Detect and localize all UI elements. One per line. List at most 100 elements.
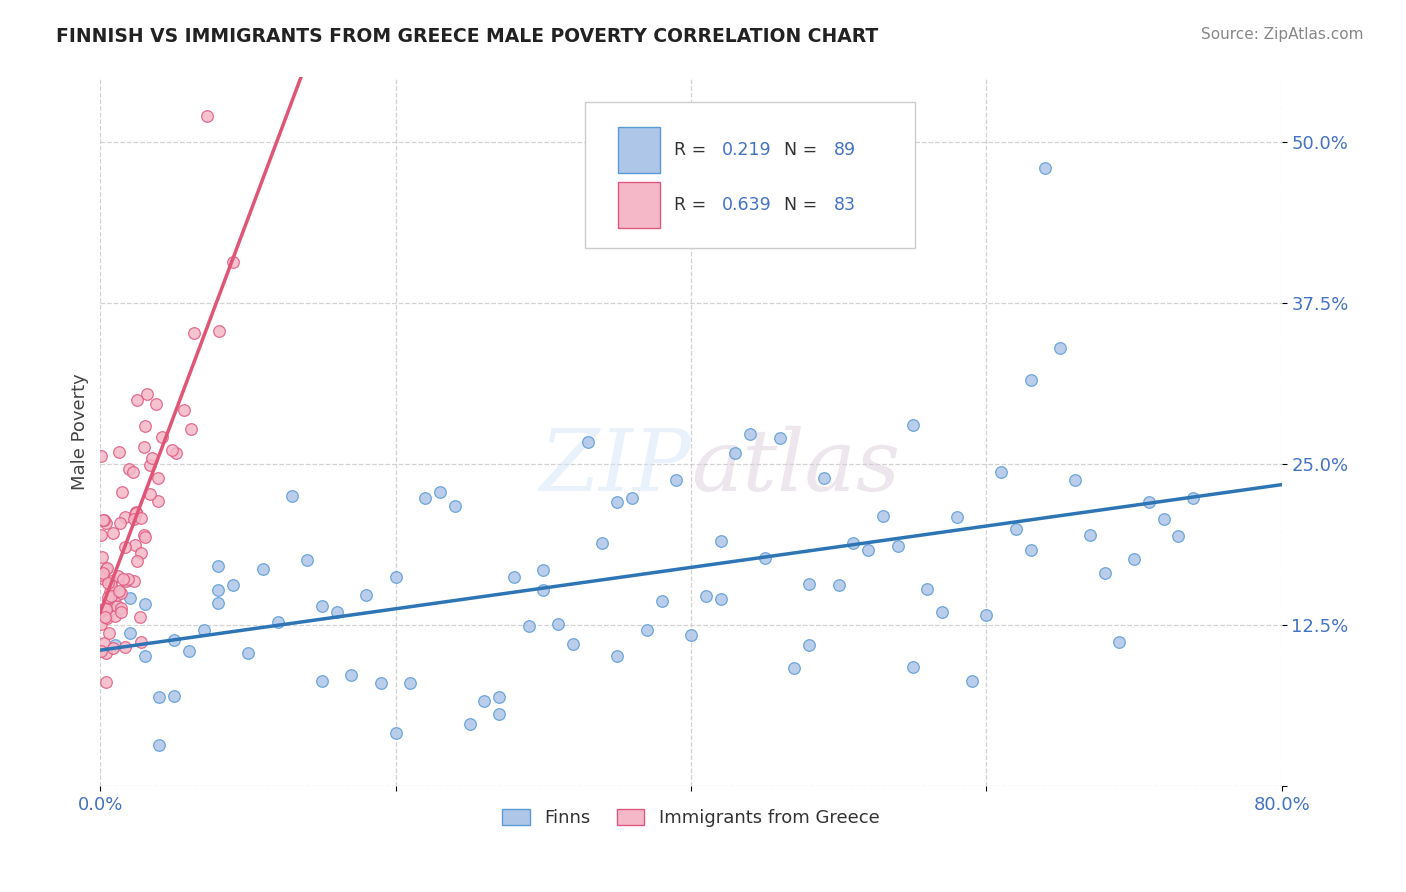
Point — [134, 418, 156, 433]
FancyBboxPatch shape — [617, 127, 661, 173]
Point — [606, 648, 628, 663]
Point — [125, 554, 148, 568]
Point — [180, 422, 202, 436]
Point — [141, 451, 163, 466]
Text: N =: N = — [785, 141, 823, 159]
Point — [100, 578, 122, 592]
Point — [208, 324, 231, 338]
Point — [1019, 373, 1042, 387]
Text: N =: N = — [785, 195, 823, 214]
Point — [207, 559, 229, 574]
Point — [100, 590, 122, 604]
Point — [458, 717, 481, 731]
Point — [97, 590, 120, 604]
Point — [117, 461, 139, 475]
Point — [118, 625, 141, 640]
Point — [94, 602, 117, 616]
Point — [183, 326, 205, 340]
Point — [177, 644, 200, 658]
Point — [134, 530, 156, 544]
Point — [94, 609, 117, 624]
Point — [89, 604, 111, 618]
Point — [1049, 341, 1071, 355]
Point — [90, 549, 112, 564]
Point — [94, 646, 117, 660]
Point — [502, 569, 524, 583]
Point — [384, 570, 406, 584]
Point — [488, 690, 510, 704]
Point — [163, 633, 186, 648]
Point — [90, 616, 112, 631]
Point — [384, 726, 406, 740]
Point — [129, 635, 152, 649]
Point — [150, 430, 173, 444]
Point — [148, 738, 170, 752]
Point — [960, 673, 983, 688]
Text: 0.219: 0.219 — [721, 141, 772, 159]
Point — [103, 641, 125, 656]
Point — [108, 516, 131, 531]
Point — [311, 599, 333, 614]
Point — [96, 611, 118, 625]
Point — [107, 569, 129, 583]
Point — [709, 534, 731, 549]
Point — [114, 640, 136, 654]
Point — [1123, 552, 1146, 566]
Point — [740, 427, 762, 442]
Point — [842, 535, 865, 549]
Point — [195, 109, 218, 123]
Point — [115, 574, 138, 588]
Point — [108, 584, 131, 599]
Text: 0.639: 0.639 — [721, 195, 772, 214]
Point — [98, 585, 121, 599]
Point — [122, 465, 145, 479]
Point — [665, 473, 688, 487]
Point — [946, 510, 969, 524]
Point — [724, 446, 747, 460]
Point — [517, 619, 540, 633]
Point — [90, 568, 112, 582]
Point — [872, 509, 894, 524]
Point — [138, 487, 160, 501]
Point — [90, 450, 112, 464]
Point — [110, 586, 132, 600]
Point — [413, 491, 436, 506]
Point — [93, 635, 115, 649]
Point — [101, 525, 124, 540]
Point — [97, 576, 120, 591]
Point — [96, 561, 118, 575]
Point — [325, 605, 347, 619]
Point — [163, 689, 186, 703]
Point — [160, 443, 183, 458]
Point — [311, 673, 333, 688]
Point — [128, 610, 150, 624]
Point — [207, 582, 229, 597]
Point — [1005, 522, 1028, 536]
Point — [754, 551, 776, 566]
Point — [93, 572, 115, 586]
Point — [531, 583, 554, 598]
Point — [561, 637, 583, 651]
Point — [139, 458, 162, 472]
Point — [354, 588, 377, 602]
Point — [117, 572, 139, 586]
FancyBboxPatch shape — [617, 182, 661, 227]
Point — [132, 527, 155, 541]
Point — [97, 594, 120, 608]
Point — [591, 536, 613, 550]
Point — [127, 392, 149, 407]
Point — [429, 485, 451, 500]
Point — [917, 582, 939, 596]
Point — [1182, 491, 1205, 505]
Point — [129, 510, 152, 524]
Text: 89: 89 — [834, 141, 856, 159]
Point — [105, 588, 128, 602]
Point — [799, 576, 821, 591]
Point — [472, 694, 495, 708]
Point — [105, 599, 128, 613]
Point — [266, 615, 288, 629]
Point — [531, 563, 554, 577]
Point — [340, 667, 363, 681]
Text: R =: R = — [675, 141, 713, 159]
Point — [125, 506, 148, 520]
